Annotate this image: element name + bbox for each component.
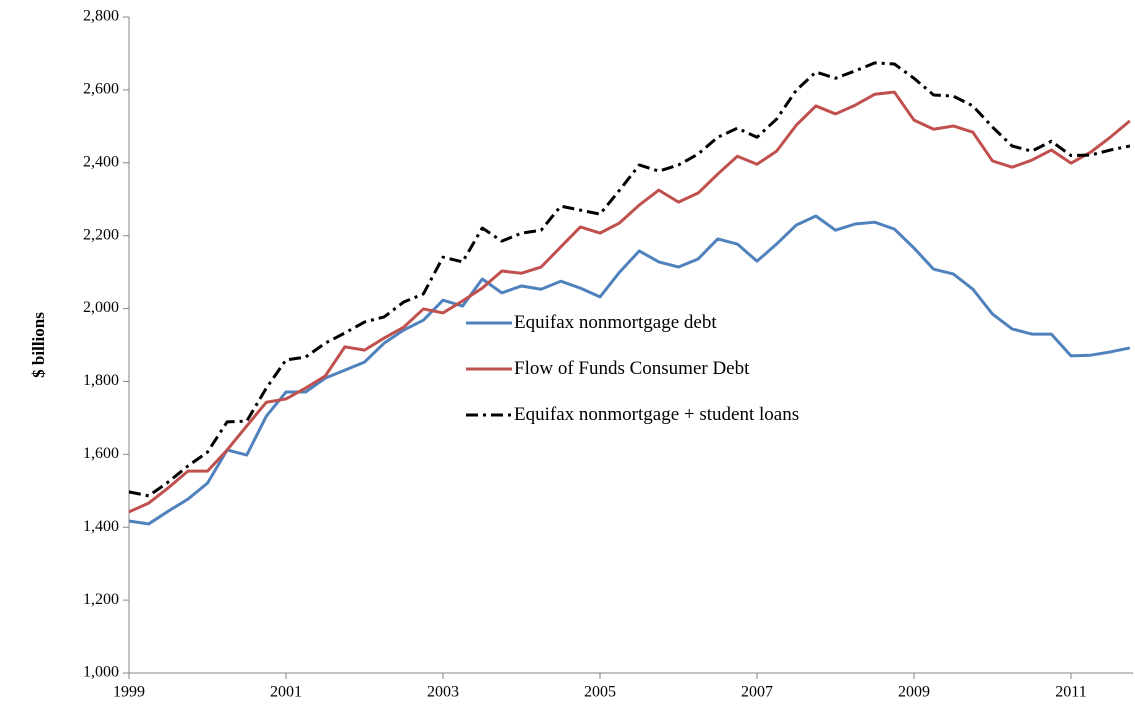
y-tick-label: 1,400: [83, 518, 119, 535]
x-tick-label: 2009: [898, 684, 930, 701]
x-tick-label: 2005: [584, 684, 616, 701]
y-tick-label: 2,400: [83, 153, 119, 170]
legend: Equifax nonmortgage debt Flow of Funds Co…: [464, 311, 854, 449]
legend-entry: Flow of Funds Consumer Debt: [464, 357, 854, 381]
y-tick-label: 1,600: [83, 445, 119, 462]
y-tick-label: 1,200: [83, 591, 119, 608]
x-tick-label: 2011: [1055, 684, 1086, 701]
y-tick-label: 2,600: [83, 81, 119, 98]
y-axis-label: $ billions: [29, 312, 48, 378]
x-tick-label: 2007: [741, 684, 773, 701]
y-tick-label: 2,800: [83, 8, 119, 25]
series-line: [128, 90, 1131, 514]
legend-label: Equifax nonmortgage + student loans: [514, 404, 800, 425]
x-tick-label: 1999: [113, 684, 145, 701]
legend-entry: Equifax nonmortgage + student loans: [464, 403, 854, 427]
series-line: [128, 61, 1131, 498]
legend-swatch: [466, 413, 512, 417]
legend-swatch: [466, 321, 512, 325]
legend-label: Equifax nonmortgage debt: [514, 312, 717, 333]
x-tick-label: 2001: [270, 684, 302, 701]
y-tick-label: 1,800: [83, 372, 119, 389]
legend-swatch: [466, 367, 512, 371]
y-tick-label: 2,200: [83, 226, 119, 243]
legend-entry: Equifax nonmortgage debt: [464, 311, 854, 335]
x-tick-label: 2003: [427, 684, 459, 701]
y-tick-label: 1,000: [83, 664, 119, 681]
y-tick-label: 2,000: [83, 299, 119, 316]
legend-label: Flow of Funds Consumer Debt: [514, 358, 750, 379]
